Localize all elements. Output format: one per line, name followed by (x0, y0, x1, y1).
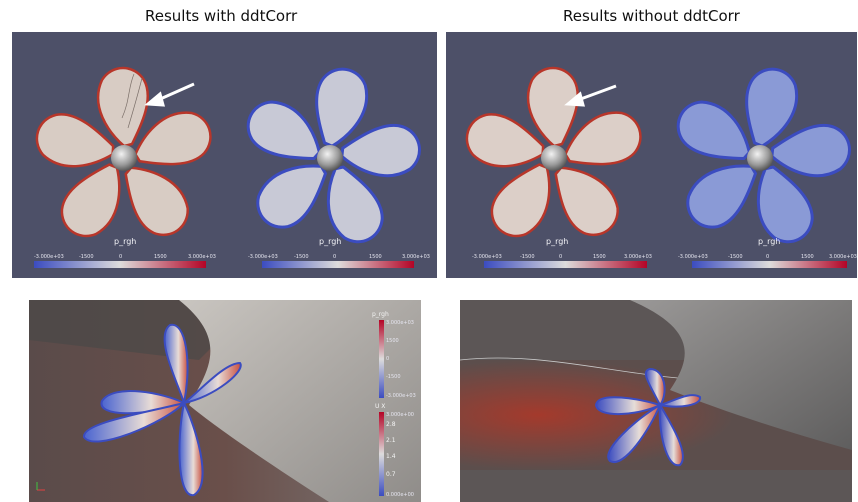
svg-text:-1500: -1500 (520, 254, 535, 260)
svg-text:3.000e+03: 3.000e+03 (402, 254, 430, 260)
svg-text:0.000e+00: 0.000e+00 (386, 492, 414, 498)
colorbar-title: p_rgh (758, 237, 780, 246)
svg-text:1500: 1500 (801, 254, 814, 260)
svg-text:0: 0 (766, 254, 769, 260)
svg-text:0.7: 0.7 (386, 471, 396, 478)
svg-text:0: 0 (386, 356, 389, 362)
svg-text:1500: 1500 (386, 338, 399, 344)
caption-with-ddtcorr: Results with ddtCorr (145, 7, 297, 25)
svg-text:-3.000e+03: -3.000e+03 (678, 254, 708, 260)
colorbar-title: p_rgh (319, 237, 341, 246)
svg-text:-1500: -1500 (728, 254, 743, 260)
svg-text:-1500: -1500 (79, 254, 94, 260)
panel-without-ddtcorr-hull (460, 300, 852, 502)
svg-text:2.8: 2.8 (386, 421, 396, 428)
svg-text:-3.000e+03: -3.000e+03 (34, 254, 64, 260)
caption-without-ddtcorr: Results without ddtCorr (563, 7, 740, 25)
svg-text:-3.000e+03: -3.000e+03 (248, 254, 278, 260)
svg-text:3.000e+03: 3.000e+03 (829, 254, 857, 260)
svg-text:1.4: 1.4 (386, 453, 396, 460)
svg-text:-1500: -1500 (294, 254, 309, 260)
svg-text:-3.000e+03: -3.000e+03 (472, 254, 502, 260)
svg-text:p_rgh: p_rgh (372, 311, 389, 318)
colorbar-title: p_rgh (546, 237, 568, 246)
colorbar-title: p_rgh (114, 237, 136, 246)
svg-text:1500: 1500 (154, 254, 167, 260)
svg-text:1500: 1500 (369, 254, 382, 260)
svg-text:-1500: -1500 (386, 374, 401, 380)
svg-text:U X: U X (375, 403, 385, 410)
panel-without-ddtcorr-front: p_rgh p_rgh -3.000e+03 -1500 0 1500 3.00… (446, 32, 857, 278)
svg-text:2.1: 2.1 (386, 437, 396, 444)
panel-with-ddtcorr-hull: p_rgh 3.000e+03 1500 0 -1500 -3.000e+03 … (29, 300, 421, 502)
svg-text:1500: 1500 (593, 254, 606, 260)
svg-text:-3.000e+03: -3.000e+03 (386, 393, 416, 399)
colorbar: -3.000e+03 -1500 0 1500 3.000e+03 (678, 254, 857, 268)
svg-text:0: 0 (559, 254, 562, 260)
panel-with-ddtcorr-front: p_rgh p_rgh -3.000e+03 -1500 0 1500 3.00… (12, 32, 437, 278)
svg-text:3.000e+03: 3.000e+03 (188, 254, 216, 260)
svg-text:3.000e+00: 3.000e+00 (386, 412, 414, 418)
svg-text:3.000e+03: 3.000e+03 (386, 320, 414, 326)
svg-text:0: 0 (333, 254, 336, 260)
colorbar: -3.000e+03 -1500 0 1500 3.000e+03 (472, 254, 652, 268)
svg-text:0: 0 (119, 254, 122, 260)
svg-text:3.000e+03: 3.000e+03 (624, 254, 652, 260)
